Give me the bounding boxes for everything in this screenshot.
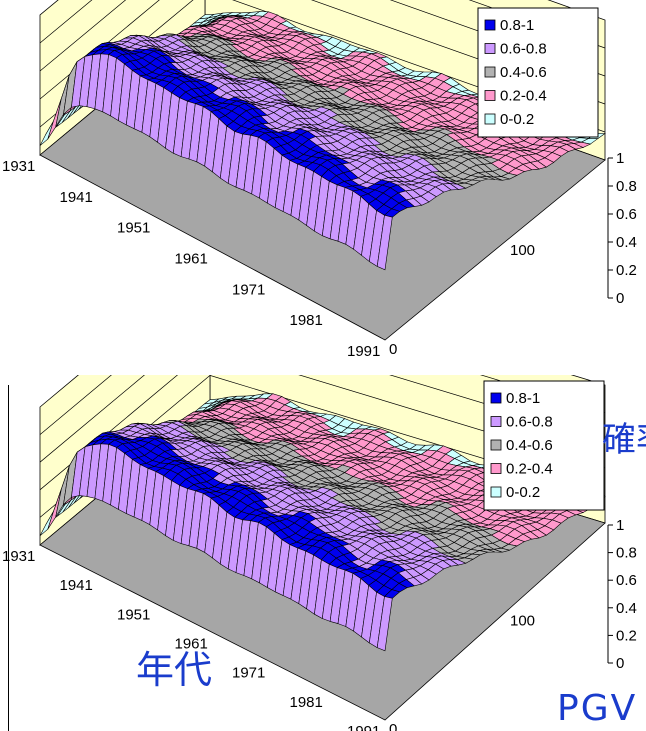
wall-gridline: [39, 0, 606, 49]
legend-swatch: [484, 19, 496, 31]
legend: 0.8-1 0.6-0.8 0.4-0.6 0.2-0.4 0-0.2: [483, 380, 605, 511]
y-tick-label: 100: [510, 242, 535, 259]
surface-chart-bottom: 10.80.60.40.2019311941195119611971198119…: [0, 375, 646, 731]
legend-label: 0.4-0.6: [500, 64, 547, 81]
x-tick-label: 1991: [347, 723, 380, 731]
x-tick-label: 1931: [2, 548, 35, 565]
x-axis-ticks: 1931 1941 1951 1961 1971 1981 1991: [2, 548, 380, 731]
y-tick-label: 100: [510, 613, 535, 630]
x-tick-label: 1981: [290, 694, 323, 711]
surface-chart-bottom-svg: 10.80.60.40.2019311941195119611971198119…: [2, 375, 637, 731]
surface-mesh: [39, 393, 606, 652]
legend-swatch: [484, 43, 496, 54]
z-axis-ticks: 1 0.8 0.6 0.4 0.2 0: [608, 517, 637, 672]
x-tick-label: 1941: [60, 189, 93, 206]
y-axis-ticks: 0 100: [389, 242, 535, 358]
legend-label: 0-0.2: [500, 111, 534, 128]
z-tick-label: 0: [616, 655, 624, 672]
x-tick-label: 1961: [175, 636, 208, 653]
x-tick-label: 1931: [2, 158, 35, 175]
legend-swatch: [484, 113, 496, 125]
z-axis-ticks: 1 0.8 0.6 0.4 0.2 0: [608, 150, 637, 307]
legend-label: 0.2-0.4: [500, 88, 547, 105]
z-tick-label: 0.4: [616, 234, 637, 251]
wall-gridline: [39, 375, 606, 435]
z-tick-label: 1: [616, 150, 624, 167]
surface-chart-top-svg: 10.80.60.40.2019311941195119611971198119…: [2, 0, 637, 360]
z-tick-label: 0.2: [616, 627, 637, 644]
legend-label: 0.8-1: [500, 17, 534, 34]
y-axis-ticks: 0 100: [389, 613, 535, 731]
x-tick-label: 1991: [347, 343, 380, 360]
z-tick-label: 0.8: [616, 545, 637, 562]
wall-gridline: [39, 0, 606, 77]
z-tick-label: 0: [616, 290, 624, 307]
legend-label: 0.6-0.8: [500, 41, 547, 58]
x-tick-label: 1971: [232, 665, 265, 682]
legend-label: 0.6-0.8: [506, 414, 553, 431]
legend-swatch: [490, 392, 502, 404]
z-tick-label: 0.2: [616, 262, 637, 279]
legend-label: 0.4-0.6: [506, 437, 553, 454]
legend-label: 0.8-1: [506, 390, 540, 407]
x-tick-label: 1961: [175, 251, 208, 268]
legend-label: 0-0.2: [506, 484, 540, 501]
legend-box: [477, 7, 599, 138]
legend-box: [483, 380, 605, 511]
annotation-probability: 確率: [602, 420, 646, 460]
wall-gridline: [39, 375, 606, 463]
surface-cell: [376, 596, 393, 652]
surface-chart-top: 1 0.8 0.6 0.4 0.2 0 1931 1941 1951 1961 1971 1981 19…: [0, 0, 646, 365]
legend-swatch: [490, 439, 502, 451]
y-tick-label: 0: [389, 341, 397, 358]
surface-cell: [376, 214, 393, 271]
annotation-years: 年代: [136, 648, 213, 692]
legend-swatch: [484, 66, 496, 78]
legend-label: 0.2-0.4: [506, 461, 553, 478]
left-divider-line: [8, 385, 9, 731]
y-tick-label: 0: [389, 721, 397, 731]
x-tick-label: 1951: [117, 606, 150, 623]
x-tick-label: 1951: [117, 220, 150, 237]
legend-swatch: [490, 463, 502, 474]
legend-swatch: [490, 486, 502, 498]
z-tick-label: 0.6: [616, 206, 637, 223]
x-tick-label: 1981: [290, 312, 323, 329]
z-tick-label: 1: [616, 517, 624, 534]
x-tick-label: 1971: [232, 281, 265, 298]
x-axis-ticks: 1931 1941 1951 1961 1971 1981 1991: [2, 158, 380, 360]
annotation-pgv: PGV: [557, 688, 638, 729]
legend-swatch: [490, 416, 502, 427]
legend: 0.8-1 0.6-0.8 0.4-0.6 0.2-0.4 0-0.2: [477, 7, 599, 138]
z-tick-label: 0.4: [616, 600, 637, 617]
x-tick-label: 1941: [60, 577, 93, 594]
z-tick-label: 0.8: [616, 178, 637, 195]
surface-mesh: [39, 11, 606, 271]
legend-swatch: [484, 90, 496, 101]
z-tick-label: 0.6: [616, 572, 637, 589]
